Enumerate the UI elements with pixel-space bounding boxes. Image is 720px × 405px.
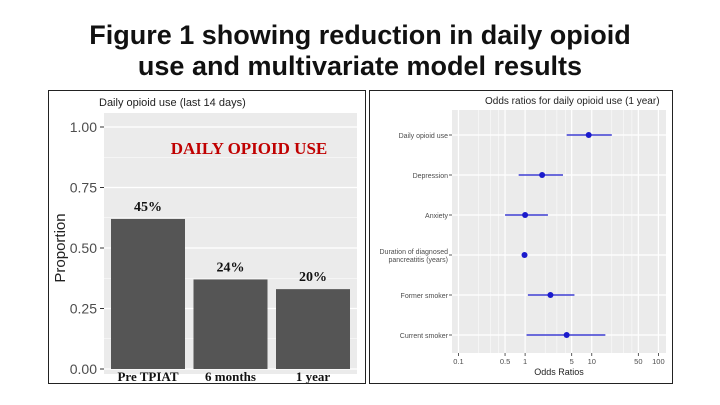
plot-area [452, 110, 666, 353]
y-tick-label: 0.25 [70, 301, 97, 317]
slide-title-line-1: Figure 1 showing reduction in daily opio… [89, 20, 631, 50]
x-tick-label: 10 [588, 357, 596, 366]
odds-ratio-point [522, 212, 529, 218]
x-tick-label: 0.5 [500, 357, 510, 366]
odds-ratio-point [521, 252, 528, 258]
x-category-label: Pre TPIAT [117, 369, 178, 383]
bar [193, 279, 268, 369]
odds-ratio-point [585, 132, 592, 138]
bar [111, 218, 185, 369]
slide-title: Figure 1 showing reduction in daily opio… [0, 20, 720, 82]
y-category-label: Daily opioid use [399, 133, 449, 140]
y-tick-label: 0.75 [70, 180, 97, 196]
y-category-label: Duration of diagnosed pancreatitis (years… [380, 249, 449, 264]
y-tick-label: 0.00 [70, 361, 97, 377]
y-category-label: Former smoker [401, 293, 449, 300]
x-tick-label: 100 [652, 357, 665, 366]
y-category-label: Current smoker [400, 333, 449, 340]
forest-plot-panel: Odds ratios for daily opioid use (1 year… [369, 90, 673, 384]
x-category-label: 6 months [205, 369, 256, 383]
x-category-label: 1 year [296, 369, 331, 383]
y-category-label: Anxiety [425, 213, 448, 220]
y-category-label: Depression [413, 173, 449, 180]
bar-data-label: 45% [134, 200, 162, 215]
bar-data-label: 24% [217, 260, 245, 275]
bar-chart-panel: 0.00 0.25 0.50 0.75 1.00 Daily opioid use (la… [48, 90, 366, 384]
bar-chart-title: Daily opioid use (last 14 days) [99, 97, 246, 109]
y-axis-label: Proportion [52, 213, 69, 282]
x-tick-label: 1 [523, 357, 527, 366]
forest-plot-title: Odds ratios for daily opioid use (1 year… [485, 96, 660, 107]
odds-ratio-point [563, 332, 570, 338]
slide-title-line-2: use and multivariate model results [137, 51, 583, 81]
x-tick-label: 50 [634, 357, 642, 366]
y-tick-label: 0.50 [70, 240, 97, 256]
forest-plot: Odds ratios for daily opioid use (1 year… [380, 96, 666, 377]
x-axis-label: Odds Ratios [534, 367, 584, 377]
bar-data-label: 20% [299, 270, 327, 285]
x-tick-label: 0.1 [453, 357, 463, 366]
odds-ratio-point [539, 172, 546, 178]
y-tick-label: 1.00 [70, 119, 97, 135]
x-tick-label: 5 [570, 357, 574, 366]
chart-annotation: DAILY OPIOID USE [171, 139, 328, 158]
bar [276, 289, 350, 369]
odds-ratio-point [547, 292, 554, 298]
